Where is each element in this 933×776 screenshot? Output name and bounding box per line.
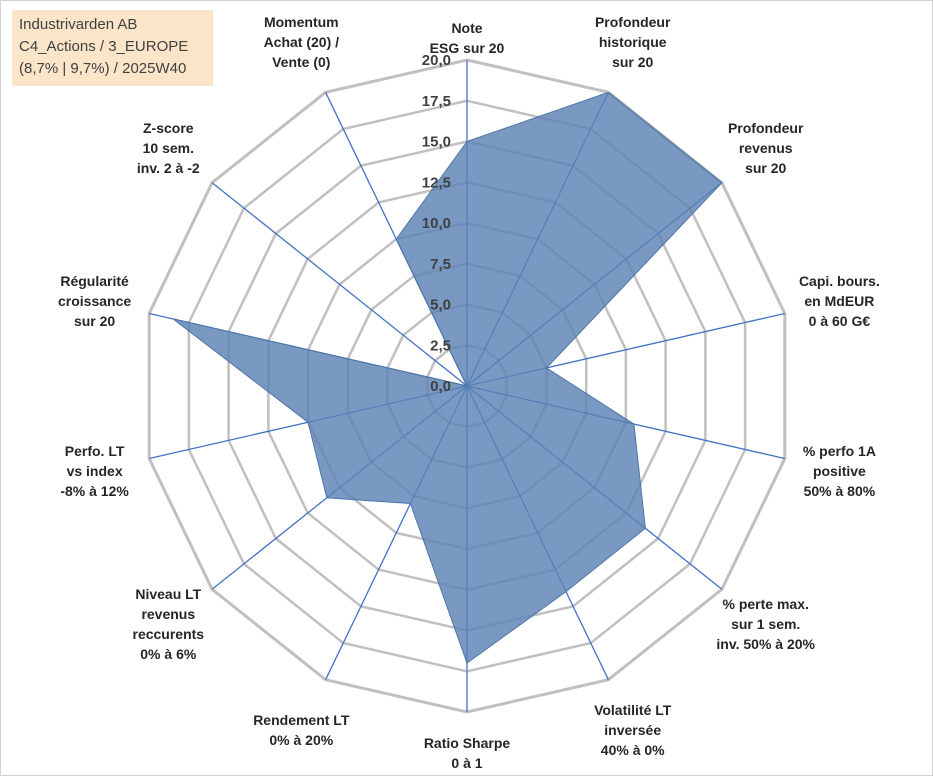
series-area: [172, 91, 723, 664]
axis-label: Perfo. LT vs index -8% à 12%: [60, 443, 129, 499]
axis-label: Profondeur historique sur 20: [595, 14, 671, 70]
tick-label: 10,0: [422, 215, 451, 232]
tick-label: 5,0: [430, 297, 451, 314]
title-line-category: C4_Actions / 3_EUROPE: [19, 38, 189, 55]
tick-label: 17,5: [422, 93, 451, 110]
radar-series: [172, 91, 723, 664]
axis-label: Ratio Sharpe 0 à 1: [424, 735, 511, 771]
axis-label: Rendement LT 0% à 20%: [253, 712, 350, 748]
axis-label: % perte max. sur 1 sem. inv. 50% à 20%: [716, 596, 815, 652]
radar-tick-labels: 0,0 2,5 5,0 7,5 10,0 12,5 15,0 17,5 20,0: [422, 52, 451, 395]
tick-label: 15,0: [422, 134, 451, 151]
axis-label: % perfo 1A positive 50% à 80%: [803, 443, 876, 499]
tick-label: 12,5: [422, 174, 451, 191]
axis-label: Z-score 10 sem. inv. 2 à -2: [137, 120, 200, 176]
axis-label: Profondeur revenus sur 20: [728, 120, 804, 176]
chart-title-box: Industrivarden AB C4_Actions / 3_EUROPE …: [12, 10, 213, 86]
axis-label: Volatilité LT inversée 40% à 0%: [594, 702, 672, 758]
radar-axis-labels: Note ESG sur 20 Profondeur historique sur 20…: [58, 14, 880, 771]
axis-label: Note ESG sur 20: [430, 20, 505, 56]
axis-label: Niveau LT revenus reccurents 0% à 6%: [133, 586, 205, 662]
tick-label: 20,0: [422, 52, 451, 69]
axis-label: Régularité croissance sur 20: [58, 273, 131, 329]
tick-label: 7,5: [430, 256, 451, 273]
tick-label: 2,5: [430, 337, 451, 354]
axis-label: Momentum Achat (20) / Vente (0): [264, 14, 340, 70]
axis-label: Capi. bours. en MdEUR 0 à 60 G€: [799, 273, 880, 329]
title-line-period: (8,7% | 9,7%) / 2025W40: [19, 60, 187, 77]
tick-label: 0,0: [430, 378, 451, 395]
axis-spoke: [211, 182, 468, 387]
title-line-company: Industrivarden AB: [19, 16, 138, 33]
